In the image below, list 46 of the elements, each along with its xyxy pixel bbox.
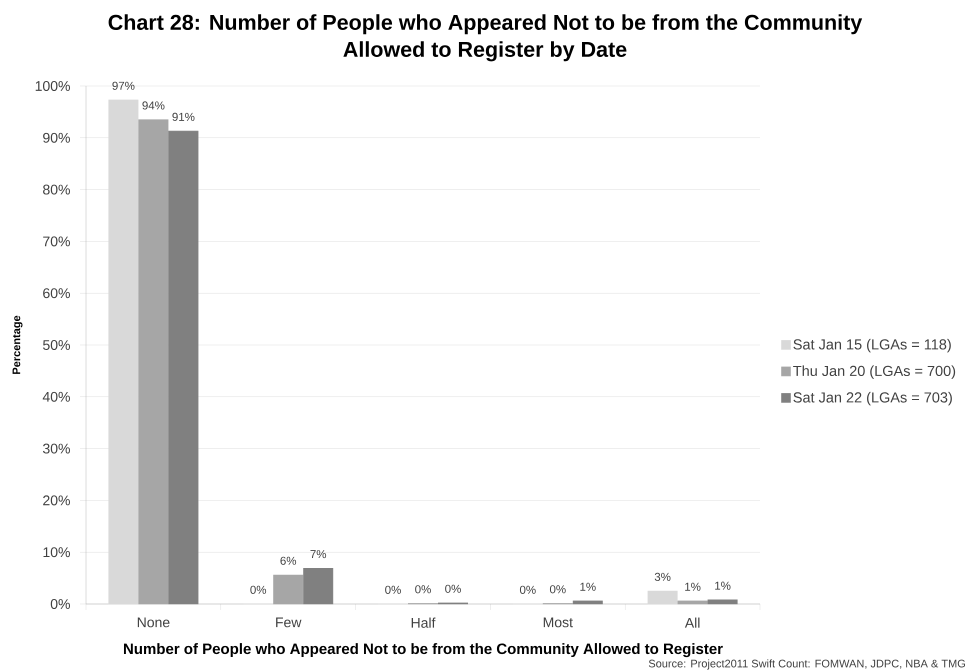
legend-label: Thu Jan 20 (LGAs = 700) xyxy=(793,365,956,379)
data-label: 97% xyxy=(112,82,134,90)
y-tick-label: 60% xyxy=(43,288,70,298)
data-label: 1% xyxy=(580,582,596,591)
data-label: 91% xyxy=(172,112,194,121)
y-tick-label: 100% xyxy=(36,81,70,91)
x-tick-label: Few xyxy=(276,618,302,628)
data-label: 3% xyxy=(654,572,671,581)
bar xyxy=(708,600,738,604)
y-tick-label: 20% xyxy=(43,495,70,506)
bar xyxy=(138,119,168,604)
y-tick-label: 10% xyxy=(44,547,70,558)
chart-title: Chart 28: Number of People who Appeared Not to be from the Community Allowed to Register by Date xyxy=(108,14,862,62)
bar xyxy=(303,568,334,604)
y-tick-label: 0% xyxy=(50,599,70,609)
data-label: 7% xyxy=(310,550,326,558)
data-label: 0% xyxy=(550,585,566,594)
data-label: 0% xyxy=(415,585,431,594)
y-tick-label: 30% xyxy=(42,444,70,454)
bar xyxy=(648,590,678,604)
y-tick-label: 50% xyxy=(43,340,70,350)
data-label: 6% xyxy=(280,556,296,565)
data-label: 94% xyxy=(142,101,164,110)
legend-label: Sat Jan 15 (LGAs = 118) xyxy=(793,338,951,352)
bar xyxy=(678,600,708,604)
data-label: 0% xyxy=(520,586,536,594)
bar xyxy=(273,574,304,604)
data-label: 1% xyxy=(685,582,701,591)
y-tick-label: 40% xyxy=(42,392,70,402)
legend-label: Sat Jan 22 (LGAs = 703) xyxy=(793,392,952,406)
y-tick-label: 80% xyxy=(43,184,70,195)
x-axis-title: Number of People who Appeared Not to be from the Community Allowed to Register xyxy=(124,643,723,658)
source-note: Source: Project2011 Swift Count: FOMWAN, JDPC, NBA & TMG xyxy=(648,659,965,670)
bar xyxy=(168,130,198,604)
data-label: 0% xyxy=(385,586,401,594)
data-label: 0% xyxy=(250,586,266,594)
y-tick-label: 90% xyxy=(43,132,70,143)
y-tick-label: 70% xyxy=(43,236,70,246)
y-axis-title: Percentage xyxy=(12,316,22,374)
x-tick-label: Most xyxy=(544,618,573,628)
x-tick-label: Half xyxy=(412,618,436,628)
data-label: 1% xyxy=(715,582,731,590)
bar xyxy=(572,600,603,604)
data-label: 0% xyxy=(445,584,461,593)
x-tick-label: All xyxy=(684,618,700,628)
x-tick-label: None xyxy=(138,618,170,628)
